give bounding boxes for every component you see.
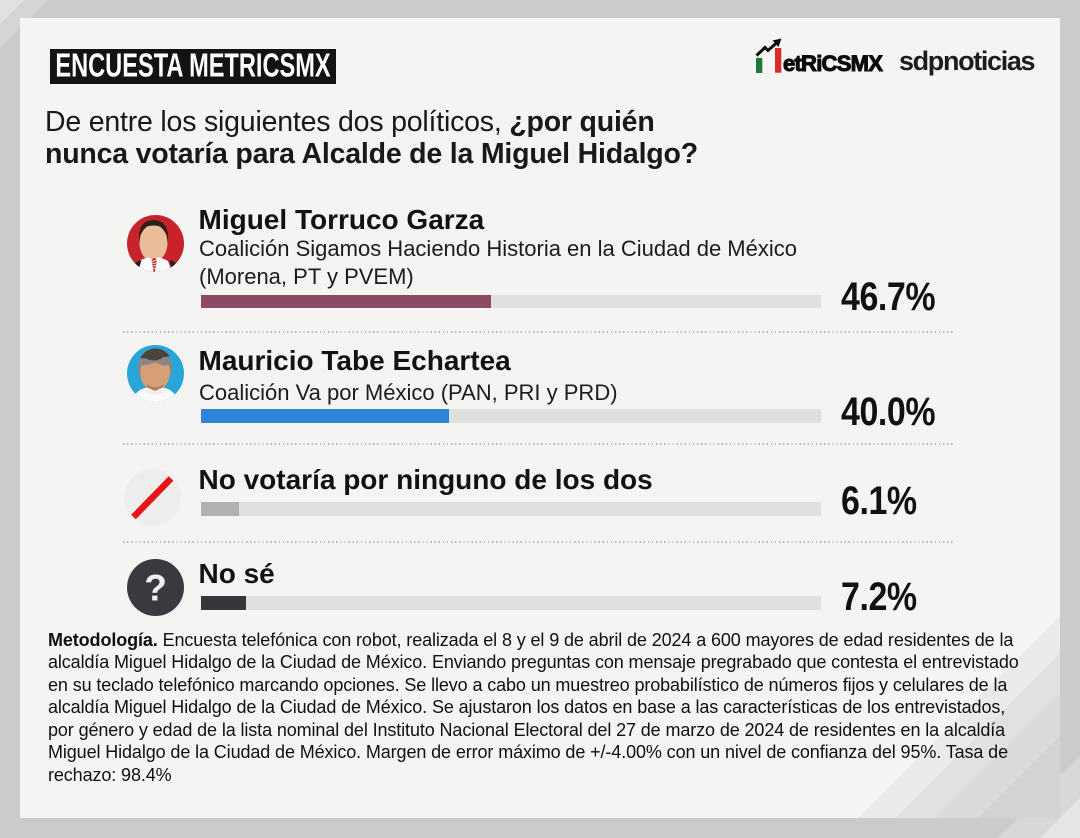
svg-text:?: ?: [144, 568, 167, 609]
